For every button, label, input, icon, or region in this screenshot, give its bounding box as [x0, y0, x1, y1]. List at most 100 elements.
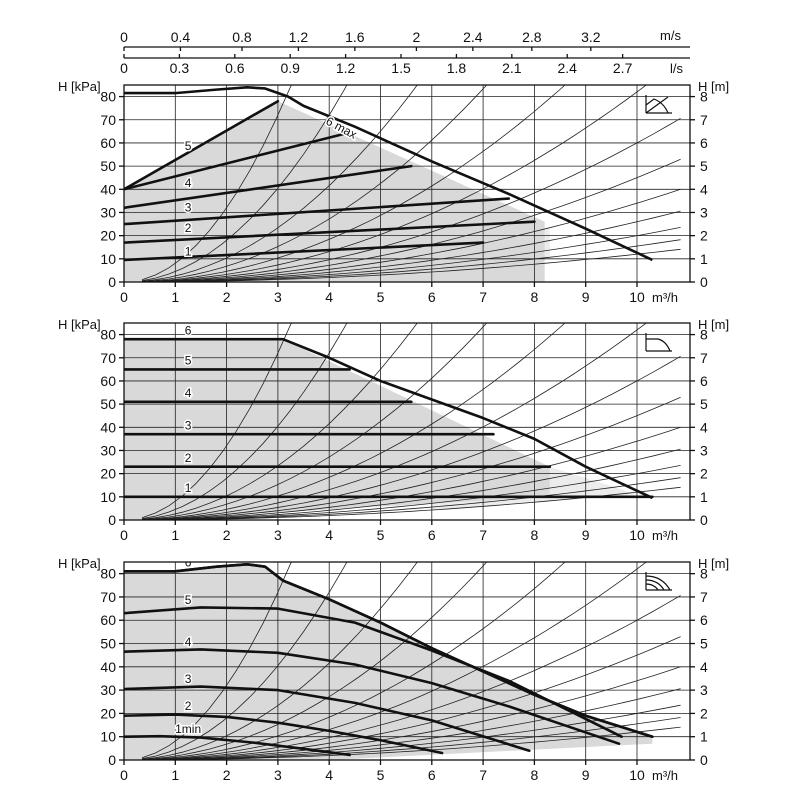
x-tick-label: 4	[325, 767, 333, 783]
x-axis-title: m³/h	[652, 768, 678, 783]
y-tick-label: 60	[100, 612, 116, 628]
y2-tick-label: 8	[700, 89, 708, 105]
y2-tick-label: 0	[700, 274, 708, 290]
curve-label: 1	[185, 244, 192, 258]
flow-ls-tick-label: 2.1	[502, 60, 522, 76]
constant-pressure-icon	[645, 333, 672, 352]
x-tick-label: 4	[325, 527, 333, 543]
icon-curve	[646, 338, 671, 352]
y2-tick-label: 6	[700, 373, 708, 389]
y-axis-title-kpa: H [kPa]	[58, 317, 101, 332]
velocity-tick-label: 0	[120, 29, 128, 45]
system-curve	[141, 323, 647, 520]
y-tick-label: 30	[100, 204, 116, 220]
y2-tick-label: 3	[700, 204, 708, 220]
system-curve	[141, 323, 292, 519]
system-curve	[141, 636, 681, 760]
system-curve	[141, 562, 566, 760]
icon-curve	[645, 579, 665, 591]
y-tick-label: 80	[100, 566, 116, 582]
pump-curve-2	[124, 713, 444, 755]
system-curve	[141, 158, 681, 282]
system-curve	[141, 227, 681, 282]
system-curve	[141, 85, 418, 282]
plot-area: 1min 2 3 4 5 6	[124, 562, 690, 760]
y2-tick-label: 7	[700, 589, 708, 605]
x-tick-label: 1	[171, 289, 179, 305]
system-curve	[141, 85, 292, 281]
y-tick-label: 10	[100, 489, 116, 505]
x-tick-label: 6	[428, 289, 436, 305]
y-tick-label: 30	[100, 442, 116, 458]
x-tick-label: 0	[120, 767, 128, 783]
y-tick-label: 10	[100, 729, 116, 745]
y-tick-label: 0	[108, 512, 116, 528]
curve-label: 1	[185, 481, 192, 495]
pump-curve-3	[124, 197, 511, 226]
system-curve	[141, 323, 566, 520]
y-tick-label: 70	[100, 589, 116, 605]
y-tick-label: 80	[100, 327, 116, 343]
y-tick-label: 40	[100, 659, 116, 675]
velocity-tick-label: 3.2	[581, 29, 601, 45]
flow-ls-tick-label: 1.5	[391, 60, 411, 76]
y-tick-label: 0	[108, 274, 116, 290]
y2-tick-label: 5	[700, 158, 708, 174]
curve-label: 6	[185, 324, 192, 338]
x-tick-label: 5	[377, 767, 385, 783]
y-axis-title-kpa: H [kPa]	[58, 79, 101, 94]
system-curve	[141, 396, 681, 520]
y-tick-label: 40	[100, 181, 116, 197]
curve-label: 3	[185, 419, 192, 433]
x-tick-label: 2	[223, 289, 231, 305]
x-tick-label: 9	[582, 289, 590, 305]
y-tick-label: 50	[100, 158, 116, 174]
y2-tick-label: 3	[700, 442, 708, 458]
system-curve	[141, 426, 681, 520]
system-curve	[141, 248, 681, 282]
x-tick-label: 2	[223, 767, 231, 783]
y2-tick-label: 3	[700, 682, 708, 698]
curve-label: 2	[185, 699, 192, 713]
curve-label: 5	[185, 354, 192, 368]
x-tick-label: 2	[223, 527, 231, 543]
pump-curve-5	[124, 132, 346, 191]
y-tick-label: 20	[100, 705, 116, 721]
y2-tick-label: 8	[700, 566, 708, 582]
y2-tick-label: 6	[700, 612, 708, 628]
y2-tick-label: 2	[700, 228, 708, 244]
x-tick-label: 4	[325, 289, 333, 305]
system-curve	[141, 726, 681, 760]
y2-tick-label: 2	[700, 466, 708, 482]
curve-label: 3	[185, 672, 192, 686]
top-axes: m/s l/s 0 0.4 0.8 1.2 1.6 2 2.4 2.8 3.2 0 0.3 0.6 0.…	[120, 28, 690, 76]
flow-ls-unit-label: l/s	[670, 61, 684, 76]
y2-tick-label: 1	[700, 489, 708, 505]
system-curve	[141, 85, 488, 282]
y2-tick-label: 4	[700, 419, 708, 435]
y2-tick-label: 0	[700, 752, 708, 768]
system-curve	[141, 85, 647, 282]
y2-tick-label: 7	[700, 350, 708, 366]
velocity-tick-label: 2.4	[463, 29, 483, 45]
system-curve	[141, 85, 348, 282]
x-tick-label: 8	[531, 289, 539, 305]
velocity-tick-label: 1.2	[289, 29, 309, 45]
y-axis-title-m: H [m]	[698, 556, 729, 571]
system-curve	[141, 562, 418, 760]
curve-label: 3	[185, 200, 192, 214]
y-tick-label: 0	[108, 752, 116, 768]
system-curve	[141, 666, 681, 760]
pump-curve-6-max	[124, 99, 280, 191]
plot-frame	[123, 561, 691, 761]
y-tick-label: 70	[100, 112, 116, 128]
flow-ls-tick-label: 0.6	[225, 60, 245, 76]
flow-ls-tick-label: 1.2	[336, 60, 356, 76]
envelope-curve	[124, 86, 653, 262]
x-tick-label: 9	[582, 767, 590, 783]
y-tick-label: 40	[100, 419, 116, 435]
system-curve	[141, 117, 681, 282]
